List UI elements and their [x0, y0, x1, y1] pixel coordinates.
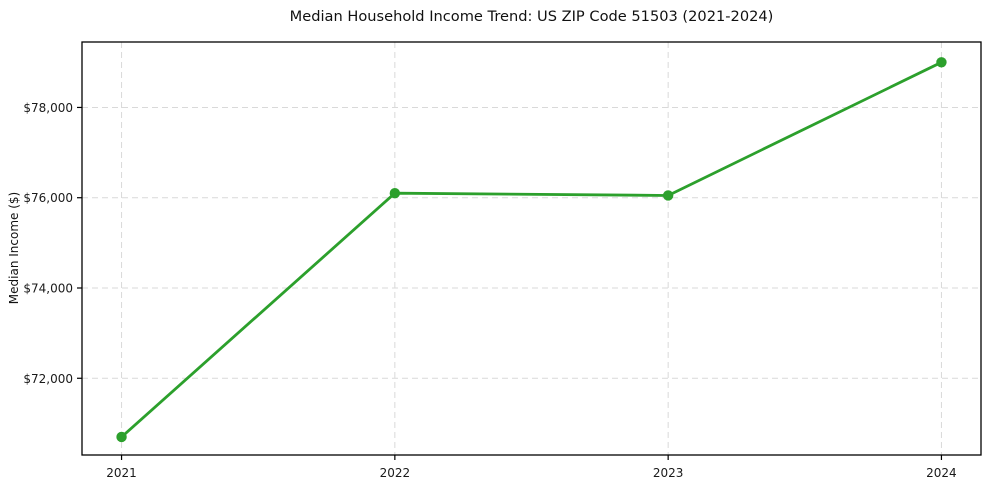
- x-tick-label: 2022: [380, 466, 411, 480]
- chart-title: Median Household Income Trend: US ZIP Co…: [289, 8, 774, 25]
- x-tick-label: 2023: [653, 466, 684, 480]
- trend-line: [120, 60, 943, 439]
- data-point: [662, 190, 674, 201]
- axes-frame: [81, 41, 982, 456]
- x-tick-label: 2024: [926, 466, 957, 480]
- y-tick-label: $76,000: [23, 191, 73, 205]
- data-point: [116, 431, 127, 443]
- y-tick-label: $78,000: [23, 101, 73, 115]
- data-point: [936, 57, 947, 68]
- y-tick-label: $72,000: [23, 372, 73, 386]
- y-tick-label: $74,000: [23, 281, 73, 295]
- data-point: [389, 188, 401, 199]
- x-tick-label: 2021: [106, 466, 137, 480]
